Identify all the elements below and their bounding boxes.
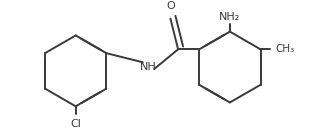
Text: CH₃: CH₃: [275, 44, 294, 54]
Text: NH: NH: [140, 62, 157, 72]
Text: NH₂: NH₂: [219, 12, 240, 22]
Text: Cl: Cl: [70, 119, 81, 129]
Text: O: O: [166, 1, 175, 11]
